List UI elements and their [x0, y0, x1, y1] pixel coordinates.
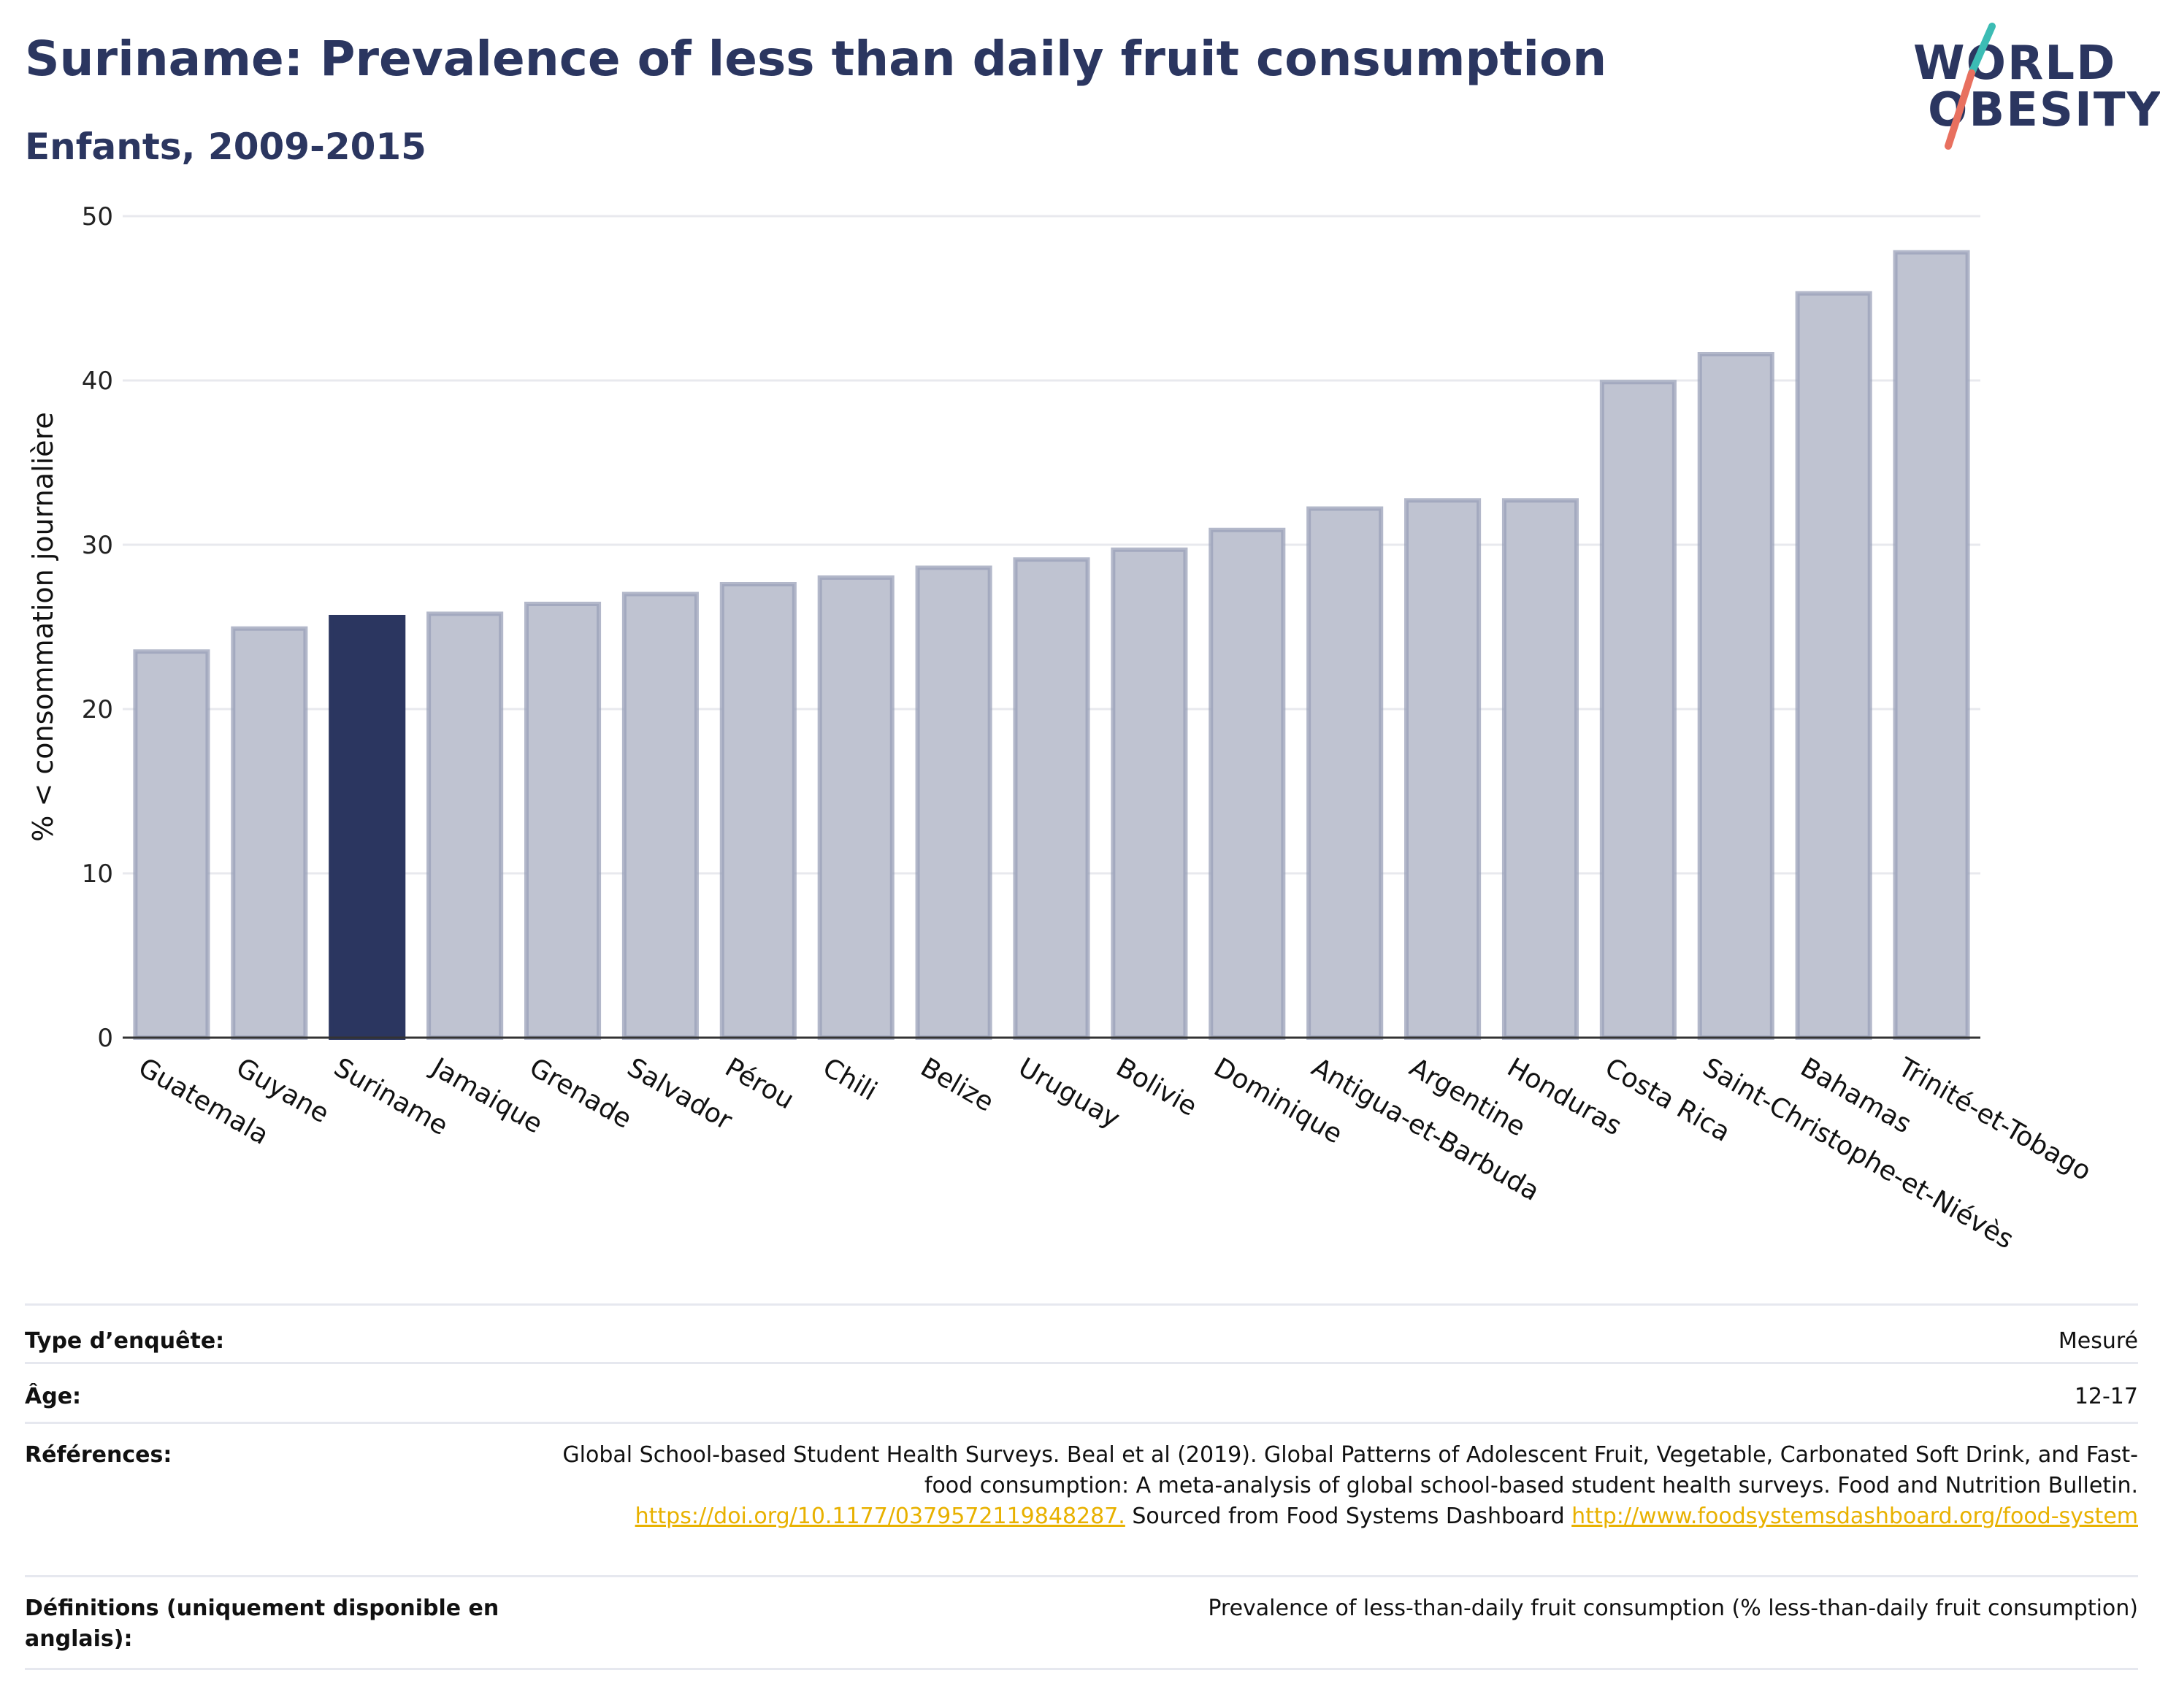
y-tick-label: 10 — [82, 859, 113, 889]
bar-jamaique — [426, 611, 504, 1040]
bar-grenade — [524, 602, 602, 1040]
y-tick-label: 40 — [82, 367, 113, 396]
survey-type-row: Type d’enquête: Mesuré — [25, 1303, 2138, 1362]
logo-line1: WORLD — [1913, 37, 2117, 91]
age-row: Âge: 12-17 — [25, 1362, 2138, 1422]
bar-trinit-et-tobago — [1893, 250, 1970, 1040]
definitions-label: Définitions (uniquement disponible en an… — [25, 1596, 499, 1652]
bar-honduras — [1501, 498, 1579, 1040]
references-text1: Global School-based Student Health Surve… — [562, 1442, 2138, 1498]
y-axis-label: % < consommation journalière — [27, 412, 59, 841]
age-label: Âge: — [25, 1384, 82, 1409]
bar-argentine — [1404, 498, 1482, 1040]
y-axis-ticks: 0 10 20 30 40 50 — [82, 202, 113, 1053]
x-tick-label: Uruguay — [1014, 1052, 1125, 1134]
definitions-value: Prevalence of less-than-daily fruit cons… — [1208, 1596, 2138, 1621]
bar-bolivie — [1111, 547, 1188, 1040]
x-tick-label: Chili — [818, 1052, 882, 1106]
y-tick-label: 20 — [82, 695, 113, 724]
survey-type-label: Type d’enquête: — [25, 1328, 225, 1354]
bar-p-rou — [719, 582, 797, 1040]
x-axis-labels: GuatemalaGuyaneSurinameJamaiqueGrenadeSa… — [133, 1052, 2096, 1255]
bar-costa-rica — [1599, 380, 1677, 1040]
bar-chart: 0 10 20 30 40 50 GuatemalaGuyaneSurinameJamai… — [27, 202, 2096, 1255]
age-value: 12-17 — [2074, 1384, 2138, 1409]
dashboard-link[interactable]: http://www.foodsystemsdashboard.org/food… — [1571, 1504, 2138, 1529]
bar-dominique — [1209, 527, 1286, 1040]
x-tick-label: Trinité-et-Tobago — [1893, 1052, 2096, 1187]
bar-salvador — [621, 591, 699, 1040]
world-obesity-logo: WORLD OBESITY — [1906, 22, 2160, 153]
bar-uruguay — [1013, 557, 1090, 1040]
bar-antigua-et-barbuda — [1306, 506, 1384, 1040]
chart-title: Suriname: Prevalence of less than daily … — [25, 31, 1607, 87]
bar-bahamas — [1795, 291, 1872, 1040]
doi-link[interactable]: https://doi.org/10.1177/0379572119848287… — [635, 1504, 1125, 1529]
logo-slash-icon — [1945, 23, 1996, 150]
y-tick-label: 50 — [82, 202, 113, 231]
bar-belize — [915, 565, 992, 1040]
references-text2: Sourced from Food Systems Dashboard — [1125, 1504, 1572, 1529]
references-row: Références: Global School-based Student … — [25, 1422, 2138, 1575]
x-tick-label: Belize — [916, 1052, 999, 1117]
survey-type-value: Mesuré — [2058, 1328, 2138, 1354]
y-tick-label: 0 — [97, 1024, 113, 1053]
y-tick-label: 30 — [82, 531, 113, 560]
references-value: Global School-based Student Health Surve… — [521, 1440, 2138, 1532]
x-tick-label: Salvador — [622, 1052, 737, 1136]
bar-suriname — [329, 615, 406, 1040]
chart-subtitle: Enfants, 2009-2015 — [25, 126, 426, 168]
definitions-row: Définitions (uniquement disponible en an… — [25, 1575, 2138, 1670]
bar-saint-christophe-et-ni-v-s — [1697, 352, 1774, 1040]
info-table: Type d’enquête: Mesuré Âge: 12-17 Référe… — [25, 1303, 2138, 1670]
bars — [133, 250, 1970, 1040]
x-tick-label: Bolivie — [1111, 1052, 1202, 1122]
bar-chili — [817, 575, 895, 1040]
references-label: Références: — [25, 1442, 172, 1468]
bar-guyane — [231, 626, 308, 1040]
x-tick-label: Pérou — [720, 1052, 799, 1115]
bar-guatemala — [133, 649, 210, 1040]
